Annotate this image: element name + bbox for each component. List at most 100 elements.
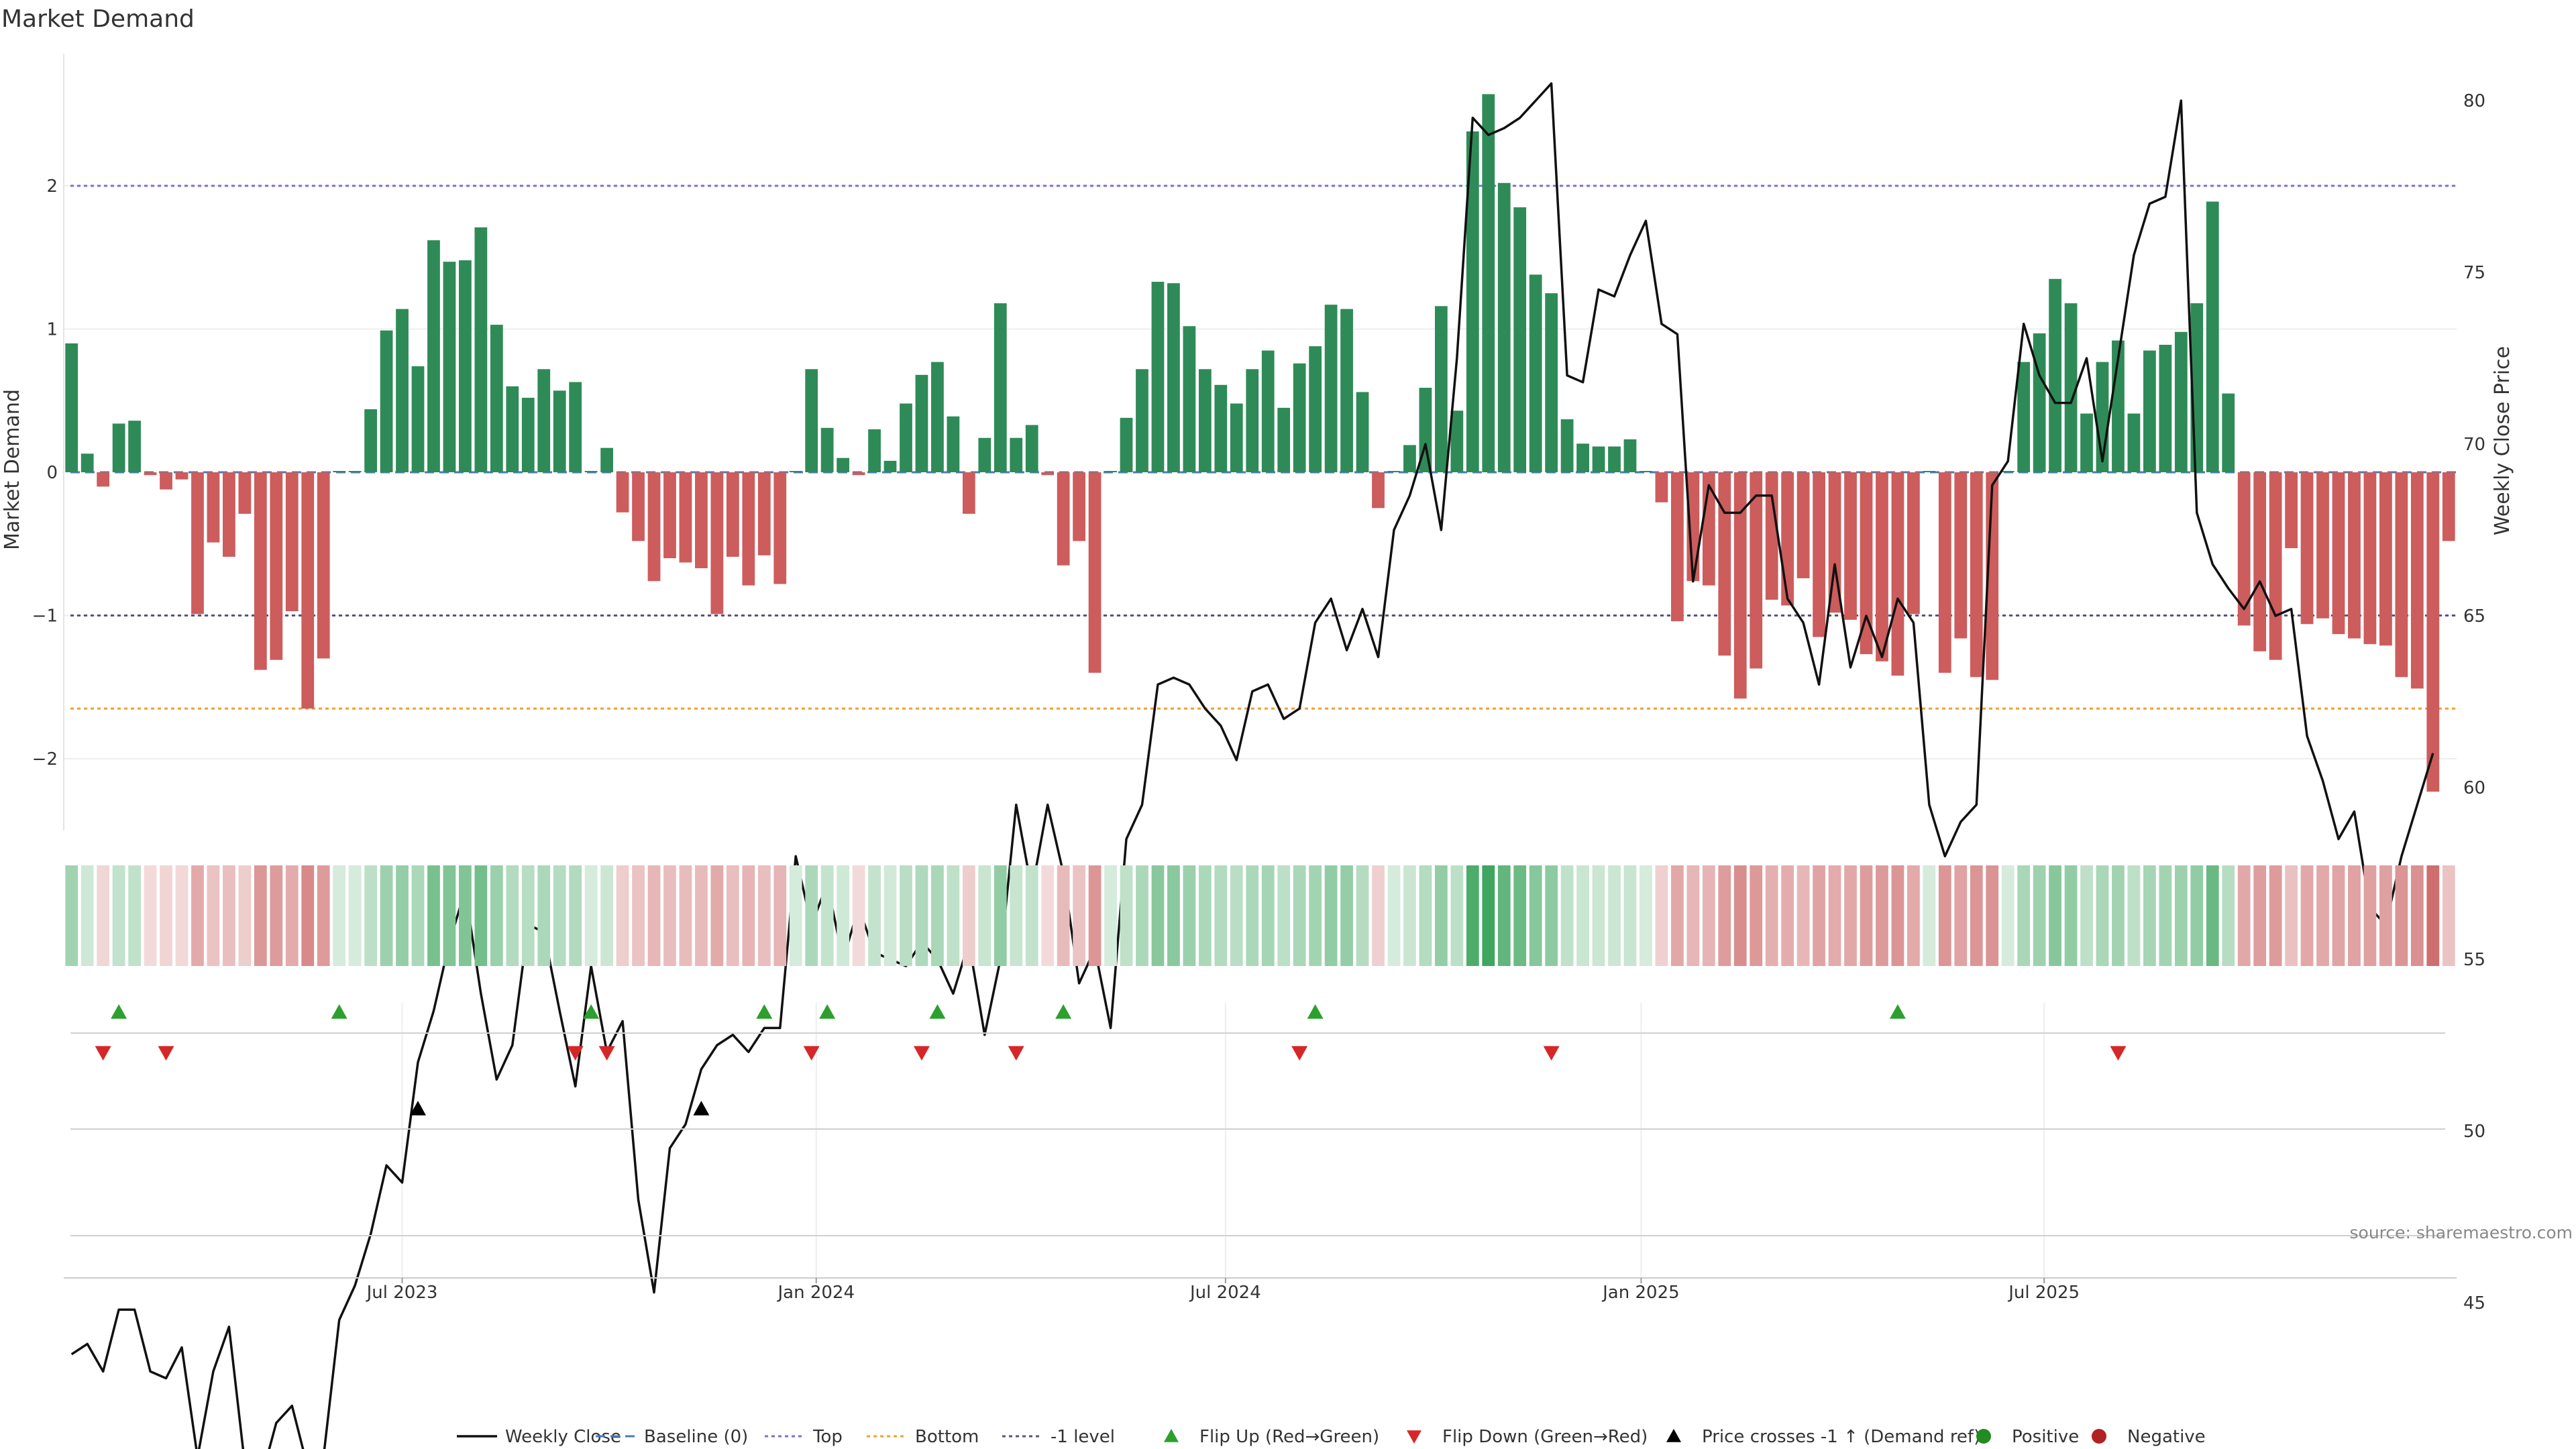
- demand-bar: [1293, 363, 1306, 472]
- legend-swatch-dot: [1976, 1429, 1991, 1444]
- source-note: source: sharemaestro.com: [2350, 1223, 2573, 1242]
- heat-cell: [2300, 865, 2314, 966]
- x-tick-label: Jul 2023: [366, 1283, 438, 1303]
- demand-bar: [742, 472, 755, 586]
- heat-cell: [1923, 865, 1936, 966]
- heat-cell: [1356, 865, 1369, 966]
- demand-bar: [852, 472, 865, 476]
- heat-cell: [333, 865, 346, 966]
- heat-cell: [1655, 865, 1668, 966]
- legend-label: -1 level: [1051, 1427, 1115, 1447]
- demand-bar: [1513, 207, 1527, 472]
- demand-bar: [521, 397, 535, 472]
- heat-cell: [65, 865, 78, 966]
- heat-cell: [2285, 865, 2298, 966]
- heat-cell: [710, 865, 724, 966]
- heat-cell: [537, 865, 551, 966]
- heat-cell: [1419, 865, 1432, 966]
- heat-cell: [1513, 865, 1527, 966]
- demand-bar: [1640, 471, 1652, 472]
- heat-cell: [270, 865, 283, 966]
- legend-label: Negative: [2127, 1427, 2206, 1447]
- flip-down-marker: [567, 1046, 584, 1061]
- demand-bar: [1104, 471, 1117, 472]
- heat-cell: [1765, 865, 1778, 966]
- demand-bar: [285, 472, 299, 612]
- legend-swatch-triangle: [1407, 1430, 1421, 1444]
- demand-bars: [65, 94, 2455, 792]
- heat-cell: [1214, 865, 1228, 966]
- heat-cell: [396, 865, 409, 966]
- heat-cell: [837, 865, 850, 966]
- heat-cell: [2174, 865, 2188, 966]
- heat-cell: [947, 865, 960, 966]
- heat-cell: [1750, 865, 1763, 966]
- heat-cell: [506, 865, 519, 966]
- heat-cell: [1686, 865, 1700, 966]
- legend-label: Price crosses -1 ↑ (Demand ref): [1702, 1427, 1980, 1447]
- demand-bar: [80, 453, 94, 472]
- heat-cell: [411, 865, 425, 966]
- heat-cell: [695, 865, 708, 966]
- demand-bar: [2001, 471, 2015, 472]
- flip-down-marker: [598, 1046, 615, 1061]
- demand-bar: [2159, 344, 2172, 472]
- demand-bar: [584, 471, 598, 472]
- heat-cell: [1954, 865, 1968, 966]
- demand-bar: [900, 403, 912, 472]
- demand-bar: [223, 472, 235, 557]
- heat-cell: [1324, 865, 1338, 966]
- heat-cell: [1088, 865, 1102, 966]
- demand-bar: [207, 472, 220, 543]
- demand-bar: [695, 472, 708, 569]
- heat-cell: [2017, 865, 2031, 966]
- demand-bar: [820, 427, 834, 472]
- heat-cell: [2332, 865, 2345, 966]
- demand-bar: [1183, 326, 1196, 472]
- legend-label: Top: [812, 1427, 843, 1447]
- demand-bar: [1781, 472, 1794, 606]
- demand-bar: [1136, 369, 1148, 472]
- heat-cell: [1907, 865, 1920, 966]
- price-cross-marker: [693, 1101, 710, 1116]
- heat-cell: [805, 865, 818, 966]
- axes: −2−1012404550556065707580: [32, 54, 2485, 1313]
- heat-cell: [144, 865, 157, 966]
- legend-swatch-triangle: [1164, 1429, 1179, 1442]
- demand-bar: [1844, 472, 1857, 620]
- flip-down-marker: [1543, 1046, 1560, 1061]
- heat-cell: [1372, 865, 1385, 966]
- demand-bar: [1261, 350, 1275, 472]
- heat-cell: [1198, 865, 1212, 966]
- demand-bar: [1655, 472, 1668, 502]
- demand-bar: [1986, 472, 1999, 680]
- heat-cell: [1104, 865, 1117, 966]
- heat-cell: [1560, 865, 1574, 966]
- heat-cell: [1733, 865, 1747, 966]
- demand-bar: [1923, 471, 1936, 472]
- demand-bar: [2237, 472, 2251, 626]
- demand-bar: [1214, 384, 1228, 472]
- demand-bar: [490, 325, 503, 472]
- heat-cell: [742, 865, 755, 966]
- heat-cell: [1813, 865, 1825, 966]
- heat-cell: [2442, 865, 2455, 966]
- heat-cell: [80, 865, 94, 966]
- heat-cell: [1073, 865, 1086, 966]
- y-left-tick-label: −1: [32, 606, 58, 627]
- heat-cell: [2033, 865, 2046, 966]
- heat-cell: [301, 865, 315, 966]
- heat-cell: [1466, 865, 1479, 966]
- demand-bar: [443, 262, 456, 472]
- demand-bar: [1167, 283, 1180, 472]
- heat-cell: [1340, 865, 1353, 966]
- demand-bar: [1434, 306, 1448, 472]
- demand-bar: [1277, 407, 1291, 472]
- legend-item: Bottom: [867, 1427, 979, 1447]
- heat-cell: [1450, 865, 1464, 966]
- heat-cell: [1293, 865, 1306, 966]
- heat-cell: [1057, 865, 1070, 966]
- demand-bar: [1120, 417, 1133, 472]
- heat-cell: [2379, 865, 2392, 966]
- demand-bar: [2174, 331, 2188, 472]
